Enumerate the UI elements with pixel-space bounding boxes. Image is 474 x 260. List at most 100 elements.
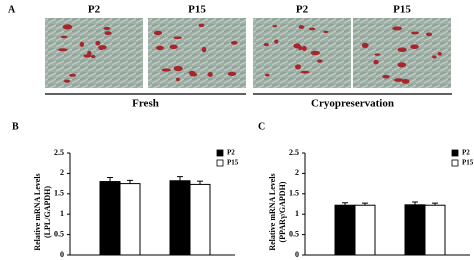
bar [99, 181, 121, 256]
y-tick-label: 1 [60, 209, 64, 218]
panel-label: A [8, 4, 16, 15]
stained-cell [295, 64, 302, 70]
stained-cell [301, 45, 307, 51]
error-bar [107, 176, 113, 182]
micrograph [45, 18, 143, 88]
stained-cell [90, 54, 96, 59]
y-tick-label: 0.5 [289, 229, 299, 238]
error-bar [177, 176, 183, 181]
legend-label: P2 [227, 149, 235, 157]
stained-cell [298, 25, 305, 29]
stained-cell [410, 31, 420, 35]
legend-swatch [216, 149, 224, 157]
bar [424, 204, 446, 256]
stained-cell [227, 71, 237, 77]
stained-cell [397, 62, 407, 68]
micrograph [353, 18, 451, 88]
y-tick-label: 1.5 [289, 189, 299, 198]
bar [334, 204, 356, 256]
legend-swatch [451, 159, 459, 167]
stained-cell [272, 24, 278, 28]
error-bar [342, 202, 348, 206]
stained-cell [361, 42, 369, 49]
stained-cell [169, 44, 178, 50]
stained-cell [201, 46, 207, 53]
stained-cell [392, 26, 403, 31]
legend-swatch [216, 159, 224, 167]
y-axis-label: Relative mRNA Levels [33, 173, 42, 250]
error-bar [197, 180, 203, 185]
stained-cell [69, 73, 76, 77]
stained-cell [198, 23, 205, 28]
legend-label: P2 [462, 149, 470, 157]
y-tick-label: 1 [295, 209, 299, 218]
image-label: P15 [188, 4, 206, 16]
stained-cell [98, 45, 107, 50]
stained-cell [155, 45, 164, 51]
stained-cell [437, 52, 442, 56]
stained-cell [263, 42, 269, 47]
micrograph [148, 18, 246, 88]
stained-cell [393, 78, 404, 82]
stained-cell [373, 59, 379, 65]
error-bar [127, 179, 133, 184]
stained-cell [265, 73, 270, 77]
bar [189, 183, 211, 256]
bar [404, 204, 426, 256]
y-tick-label: 2 [295, 168, 299, 177]
stained-cell [316, 59, 323, 63]
bar [119, 183, 141, 256]
stained-cell [293, 43, 301, 49]
y-tick-label: 2 [60, 168, 64, 177]
stained-cell [274, 39, 279, 44]
stained-cell [153, 30, 163, 36]
y-tick-label: 2.5 [289, 148, 299, 157]
stained-cell [231, 40, 238, 45]
stained-cell [310, 50, 321, 56]
stained-cell [79, 41, 85, 47]
y-tick-label: 2.5 [54, 148, 64, 157]
y-axis-label: (LPL/GAPDH) [43, 186, 52, 238]
stained-cell [300, 70, 310, 74]
stained-cell [432, 55, 437, 59]
stained-cell [95, 40, 101, 46]
stained-cell [308, 27, 316, 31]
image-label: P2 [88, 4, 101, 16]
group-label: Cryopreservation [311, 98, 394, 110]
image-label: P2 [296, 4, 309, 16]
bar [169, 180, 191, 256]
stained-cell [60, 35, 68, 39]
stained-cell [410, 44, 419, 50]
stained-cell [374, 53, 381, 56]
stained-cell [426, 32, 433, 37]
error-bar [432, 202, 438, 206]
legend-label: P15 [462, 159, 474, 167]
stained-cell [401, 78, 410, 84]
error-bar [412, 201, 418, 205]
y-tick-label: 0 [295, 250, 299, 259]
legend-swatch [451, 149, 459, 157]
panel-label: B [12, 121, 19, 132]
y-axis-label: (PPARγ/GAPDH) [278, 181, 287, 242]
stained-cell [104, 31, 112, 36]
stained-cell [173, 36, 182, 40]
stained-cell [207, 71, 213, 77]
stained-cell [62, 24, 73, 30]
group-label: Fresh [132, 98, 159, 110]
micrograph [253, 18, 351, 88]
stained-cell [175, 77, 180, 82]
bar [354, 204, 376, 256]
stained-cell [63, 79, 71, 83]
image-label: P15 [393, 4, 411, 16]
stained-cell [323, 30, 329, 34]
legend-label: P15 [227, 159, 239, 167]
micrographs [45, 18, 451, 88]
stained-cell [103, 26, 111, 30]
y-tick-label: 0.5 [54, 229, 64, 238]
stained-cell [189, 72, 198, 77]
stained-cell [382, 74, 390, 79]
stained-cell [173, 65, 183, 72]
stained-cell [83, 54, 92, 58]
stained-cell [397, 47, 407, 53]
